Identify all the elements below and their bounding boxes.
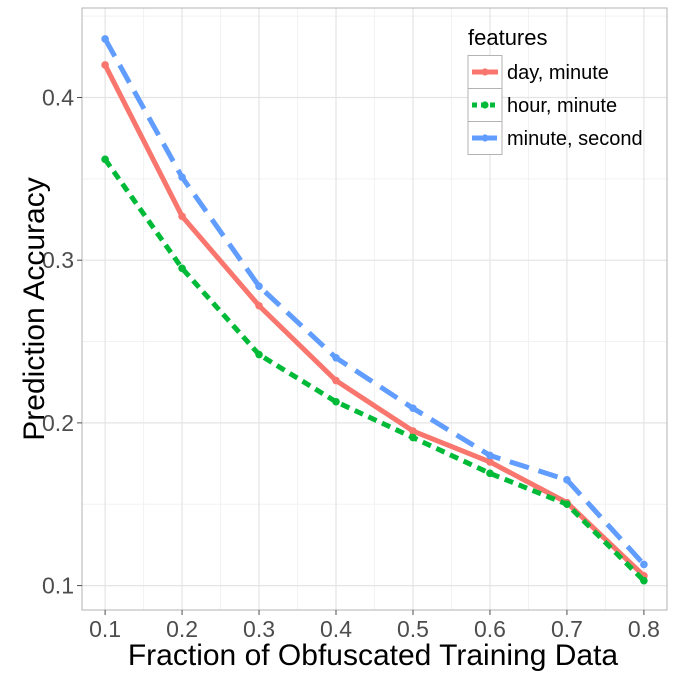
y-tick-label: 0.2 [42, 410, 74, 436]
minor-gridlines [82, 8, 667, 610]
series-line-minute-second [102, 37, 646, 567]
data-point-minute-second [486, 451, 494, 460]
legend-key-minute-second [467, 121, 503, 155]
data-point-day-minute [409, 427, 417, 435]
legend-title: features [468, 25, 548, 50]
legend: features day, minute hour, minute minute, … [467, 25, 643, 155]
legend-key-hour-minute [467, 88, 503, 122]
x-axis-title: Fraction of Obfuscated Training Data [128, 639, 619, 672]
series-line-hour-minute [103, 157, 646, 583]
data-point-day-minute [101, 61, 109, 69]
series-minute-second [101, 35, 648, 569]
data-point-minute-second [255, 282, 263, 291]
y-tick-label: 0.3 [42, 247, 74, 273]
series-day-minute [101, 61, 648, 580]
data-point-minute-second [178, 173, 186, 182]
legend-key-point [481, 134, 489, 142]
data-point-minute-second [332, 354, 340, 362]
data-point-day-minute [332, 376, 340, 385]
x-tick-label: 0.2 [166, 616, 198, 642]
plot-panel-border [81, 7, 668, 611]
x-tick-label: 0.6 [474, 616, 506, 642]
data-point-day-minute [178, 212, 186, 221]
x-tick-label: 0.1 [89, 616, 121, 642]
data-point-minute-second [640, 560, 648, 569]
series-hour-minute [101, 155, 648, 585]
data-point-hour-minute [486, 469, 494, 478]
x-tick-label: 0.4 [320, 616, 352, 642]
x-tick-label: 0.5 [397, 616, 429, 642]
y-tick-label: 0.4 [42, 84, 74, 110]
data-point-day-minute [255, 301, 263, 310]
x-tick-label: 0.7 [551, 616, 583, 642]
series-line-day-minute [102, 63, 646, 578]
x-axis-ticks: 0.1 0.2 0.3 0.4 0.5 0.6 0.7 0.8 [89, 610, 660, 642]
data-point-hour-minute [101, 155, 109, 164]
data-point-minute-second [563, 476, 571, 484]
y-tick-label: 0.1 [42, 573, 74, 599]
data-point-hour-minute [332, 397, 340, 406]
data-point-hour-minute [178, 264, 186, 273]
data-point-hour-minute [563, 500, 571, 509]
data-point-minute-second [101, 35, 109, 43]
x-tick-label: 0.3 [243, 616, 275, 642]
data-point-hour-minute [640, 576, 648, 585]
data-point-hour-minute [255, 350, 263, 359]
legend-key-point [481, 101, 489, 109]
legend-label-hour-minute: hour, minute [507, 95, 617, 117]
legend-key-day-minute [467, 55, 503, 89]
y-axis-ticks: 0.1 0.2 0.3 0.4 [42, 84, 82, 599]
series-layer [101, 35, 648, 585]
data-point-day-minute [486, 458, 494, 466]
legend-label-minute-second: minute, second [507, 128, 643, 150]
data-point-hour-minute [409, 433, 417, 442]
y-axis-title: Prediction Accuracy [18, 177, 51, 440]
legend-label-day-minute: day, minute [507, 62, 609, 84]
legend-key-point [481, 68, 489, 76]
x-tick-label: 0.8 [628, 616, 660, 642]
data-point-minute-second [409, 404, 417, 413]
